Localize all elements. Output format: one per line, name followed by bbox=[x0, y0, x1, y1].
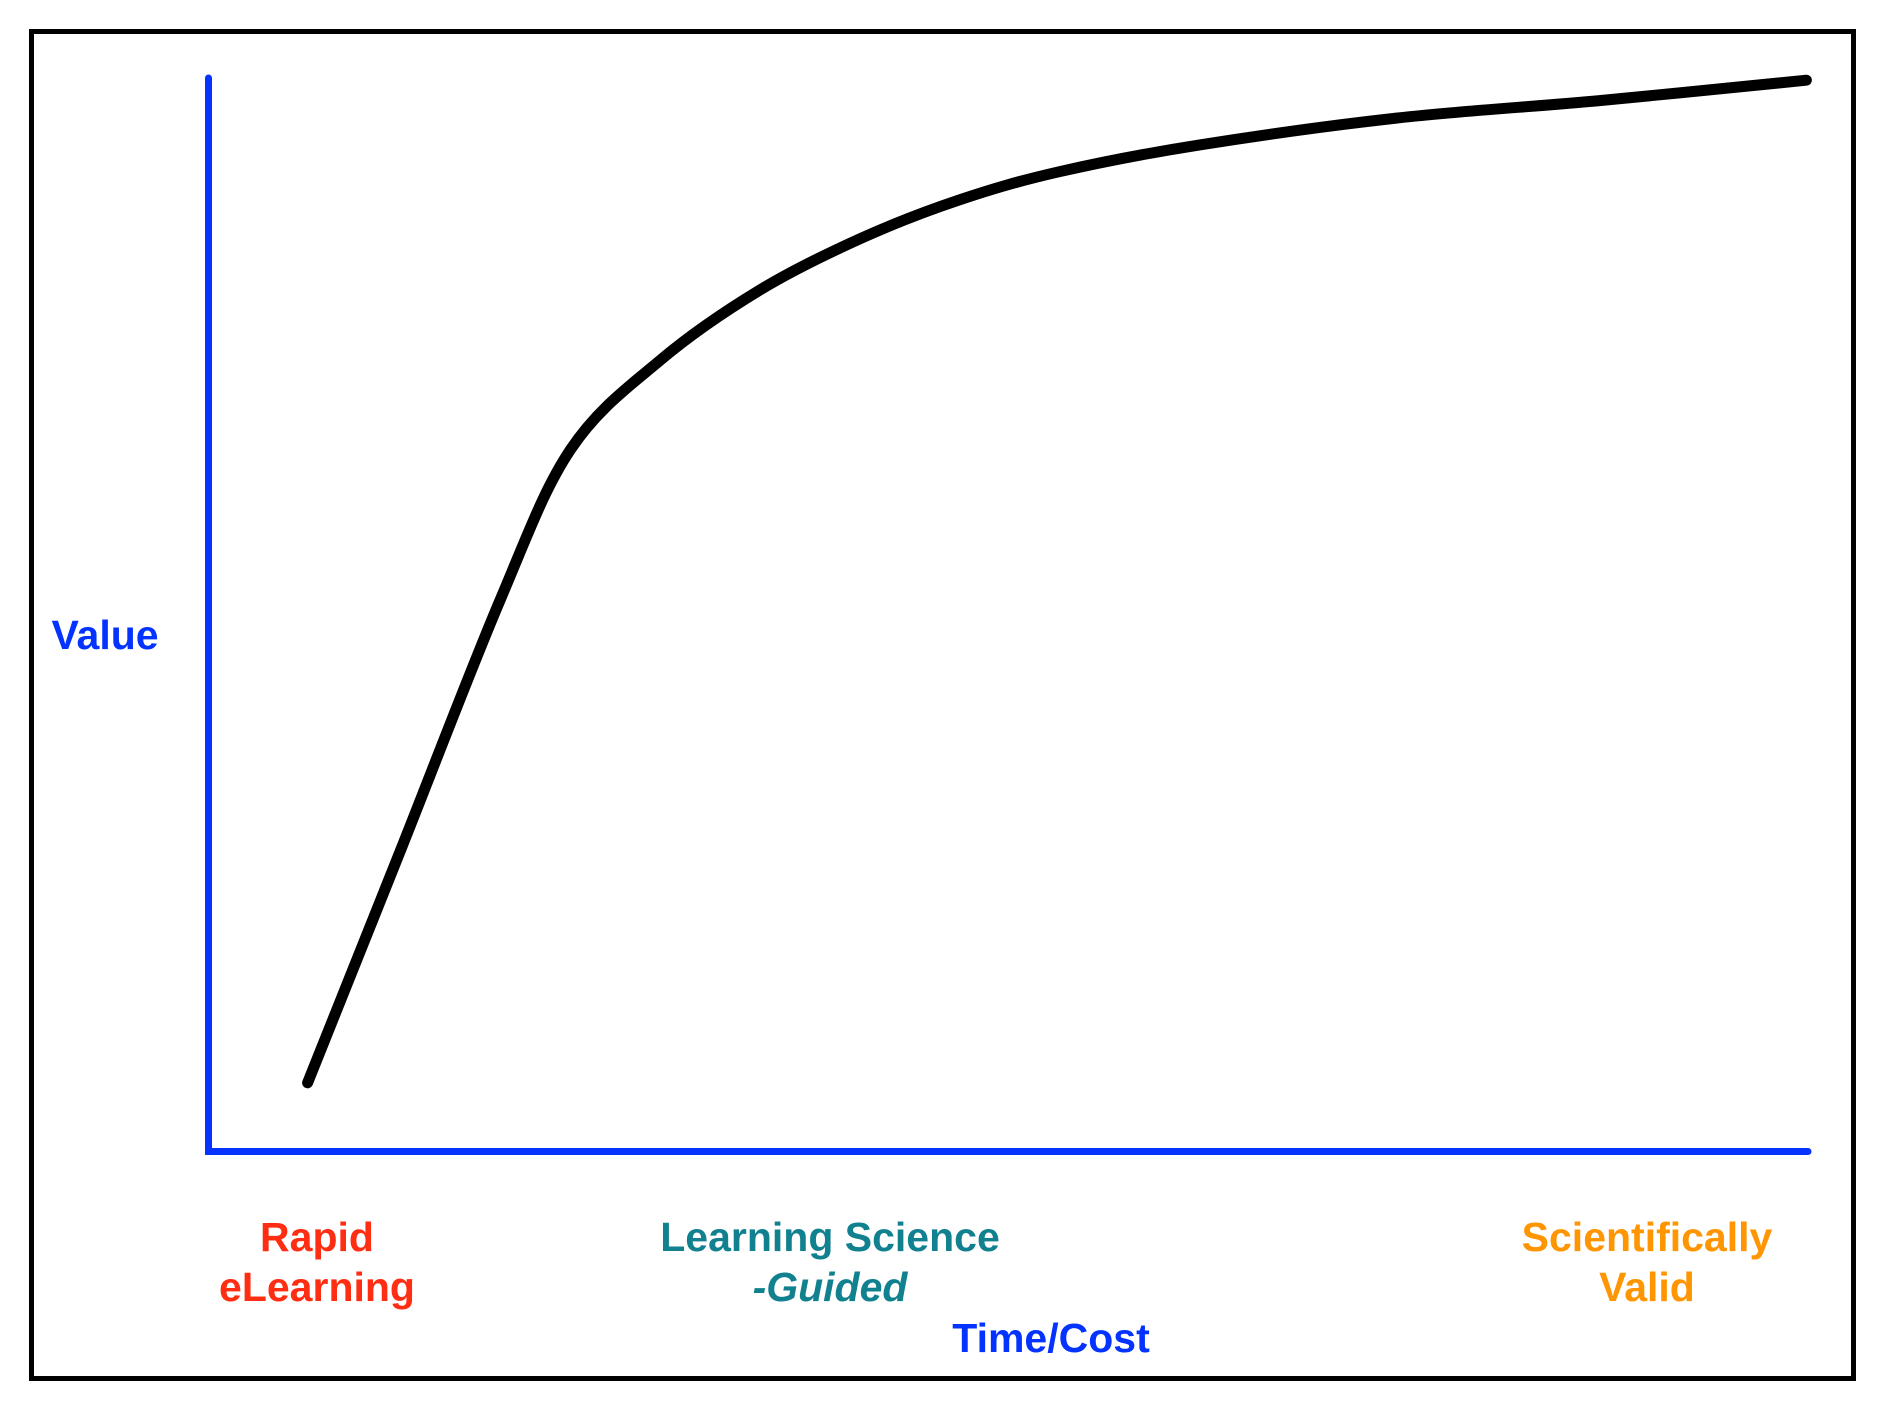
x-category-line1: Rapid bbox=[260, 1214, 374, 1260]
x-category-line1: Learning Science bbox=[660, 1214, 1000, 1260]
axes-lines bbox=[205, 74, 1812, 1155]
x-category-learning-science-guided: Learning Science -Guided bbox=[610, 1212, 1050, 1312]
x-category-line1: Scientifically bbox=[1521, 1214, 1773, 1260]
x-category-line2: -Guided bbox=[752, 1264, 908, 1310]
x-category-scientifically-valid: Scientifically Valid bbox=[1477, 1212, 1817, 1312]
x-category-line2: Valid bbox=[1599, 1264, 1695, 1310]
value-curve bbox=[302, 74, 1812, 1089]
x-category-rapid-elearning: Rapid eLearning bbox=[167, 1212, 467, 1312]
chart-frame bbox=[29, 29, 1856, 1381]
x-category-line2: eLearning bbox=[219, 1264, 415, 1310]
x-axis-label: Time/Cost bbox=[952, 1315, 1150, 1361]
y-axis-label: Value bbox=[51, 612, 159, 658]
